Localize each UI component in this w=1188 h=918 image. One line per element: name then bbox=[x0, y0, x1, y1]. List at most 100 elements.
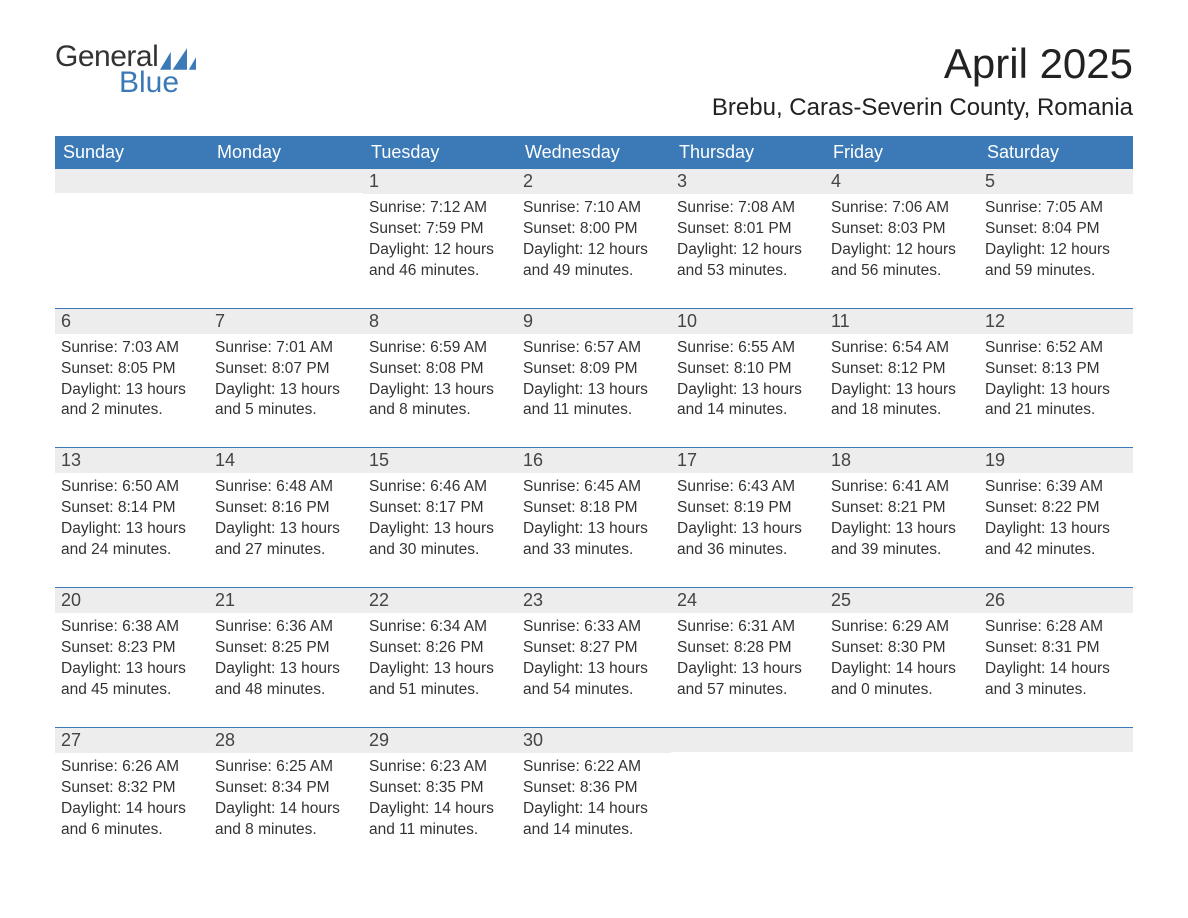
day-cell: 2Sunrise: 7:10 AMSunset: 8:00 PMDaylight… bbox=[517, 169, 671, 292]
day-body bbox=[979, 752, 1133, 844]
day-cell: 12Sunrise: 6:52 AMSunset: 8:13 PMDayligh… bbox=[979, 309, 1133, 432]
daylight-line: Daylight: 13 hours and 45 minutes. bbox=[61, 659, 203, 701]
day-cell: 29Sunrise: 6:23 AMSunset: 8:35 PMDayligh… bbox=[363, 728, 517, 851]
logo: General Blue bbox=[55, 40, 196, 100]
sunrise-line: Sunrise: 6:50 AM bbox=[61, 477, 203, 498]
daylight-line: Daylight: 14 hours and 3 minutes. bbox=[985, 659, 1127, 701]
day-number: 2 bbox=[517, 169, 671, 194]
sunrise-line: Sunrise: 6:59 AM bbox=[369, 338, 511, 359]
sunrise-line: Sunrise: 6:28 AM bbox=[985, 617, 1127, 638]
day-body: Sunrise: 6:23 AMSunset: 8:35 PMDaylight:… bbox=[363, 753, 517, 851]
day-cell: 1Sunrise: 7:12 AMSunset: 7:59 PMDaylight… bbox=[363, 169, 517, 292]
day-body: Sunrise: 6:38 AMSunset: 8:23 PMDaylight:… bbox=[55, 613, 209, 711]
day-number: 15 bbox=[363, 448, 517, 473]
sunset-line: Sunset: 8:09 PM bbox=[523, 359, 665, 380]
day-cell: 18Sunrise: 6:41 AMSunset: 8:21 PMDayligh… bbox=[825, 448, 979, 571]
day-of-week-header: Sunday Monday Tuesday Wednesday Thursday… bbox=[55, 136, 1133, 169]
day-body: Sunrise: 7:08 AMSunset: 8:01 PMDaylight:… bbox=[671, 194, 825, 292]
day-number bbox=[55, 169, 209, 193]
day-number: 4 bbox=[825, 169, 979, 194]
day-number: 23 bbox=[517, 588, 671, 613]
sunrise-line: Sunrise: 7:05 AM bbox=[985, 198, 1127, 219]
sunset-line: Sunset: 8:36 PM bbox=[523, 778, 665, 799]
day-number: 25 bbox=[825, 588, 979, 613]
day-body: Sunrise: 7:05 AMSunset: 8:04 PMDaylight:… bbox=[979, 194, 1133, 292]
dow-saturday: Saturday bbox=[979, 136, 1133, 169]
daylight-line: Daylight: 14 hours and 14 minutes. bbox=[523, 799, 665, 841]
sunset-line: Sunset: 8:28 PM bbox=[677, 638, 819, 659]
daylight-line: Daylight: 13 hours and 21 minutes. bbox=[985, 380, 1127, 422]
sunrise-line: Sunrise: 6:41 AM bbox=[831, 477, 973, 498]
day-cell: 19Sunrise: 6:39 AMSunset: 8:22 PMDayligh… bbox=[979, 448, 1133, 571]
day-body bbox=[209, 193, 363, 285]
day-body: Sunrise: 6:57 AMSunset: 8:09 PMDaylight:… bbox=[517, 334, 671, 432]
day-cell: 15Sunrise: 6:46 AMSunset: 8:17 PMDayligh… bbox=[363, 448, 517, 571]
day-body: Sunrise: 7:12 AMSunset: 7:59 PMDaylight:… bbox=[363, 194, 517, 292]
day-number: 26 bbox=[979, 588, 1133, 613]
week-row: 13Sunrise: 6:50 AMSunset: 8:14 PMDayligh… bbox=[55, 447, 1133, 571]
week-row: 20Sunrise: 6:38 AMSunset: 8:23 PMDayligh… bbox=[55, 587, 1133, 711]
day-body: Sunrise: 7:10 AMSunset: 8:00 PMDaylight:… bbox=[517, 194, 671, 292]
sunrise-line: Sunrise: 6:52 AM bbox=[985, 338, 1127, 359]
day-number: 24 bbox=[671, 588, 825, 613]
day-number: 9 bbox=[517, 309, 671, 334]
location-subtitle: Brebu, Caras-Severin County, Romania bbox=[712, 94, 1133, 122]
dow-wednesday: Wednesday bbox=[517, 136, 671, 169]
daylight-line: Daylight: 14 hours and 0 minutes. bbox=[831, 659, 973, 701]
sail-icon bbox=[160, 48, 196, 70]
page-title: April 2025 bbox=[712, 40, 1133, 88]
day-number: 18 bbox=[825, 448, 979, 473]
sunrise-line: Sunrise: 6:31 AM bbox=[677, 617, 819, 638]
day-cell bbox=[55, 169, 209, 292]
day-cell: 25Sunrise: 6:29 AMSunset: 8:30 PMDayligh… bbox=[825, 588, 979, 711]
sunrise-line: Sunrise: 6:29 AM bbox=[831, 617, 973, 638]
sunrise-line: Sunrise: 6:45 AM bbox=[523, 477, 665, 498]
sunrise-line: Sunrise: 6:26 AM bbox=[61, 757, 203, 778]
day-number bbox=[979, 728, 1133, 752]
daylight-line: Daylight: 13 hours and 30 minutes. bbox=[369, 519, 511, 561]
sunset-line: Sunset: 8:01 PM bbox=[677, 219, 819, 240]
sunrise-line: Sunrise: 6:25 AM bbox=[215, 757, 357, 778]
day-cell: 30Sunrise: 6:22 AMSunset: 8:36 PMDayligh… bbox=[517, 728, 671, 851]
sunset-line: Sunset: 7:59 PM bbox=[369, 219, 511, 240]
day-body: Sunrise: 6:31 AMSunset: 8:28 PMDaylight:… bbox=[671, 613, 825, 711]
day-cell: 6Sunrise: 7:03 AMSunset: 8:05 PMDaylight… bbox=[55, 309, 209, 432]
daylight-line: Daylight: 13 hours and 27 minutes. bbox=[215, 519, 357, 561]
day-number: 5 bbox=[979, 169, 1133, 194]
day-number: 16 bbox=[517, 448, 671, 473]
day-body bbox=[55, 193, 209, 285]
sunrise-line: Sunrise: 7:06 AM bbox=[831, 198, 973, 219]
day-body: Sunrise: 6:55 AMSunset: 8:10 PMDaylight:… bbox=[671, 334, 825, 432]
day-body: Sunrise: 6:29 AMSunset: 8:30 PMDaylight:… bbox=[825, 613, 979, 711]
sunrise-line: Sunrise: 6:22 AM bbox=[523, 757, 665, 778]
dow-thursday: Thursday bbox=[671, 136, 825, 169]
daylight-line: Daylight: 13 hours and 57 minutes. bbox=[677, 659, 819, 701]
daylight-line: Daylight: 13 hours and 8 minutes. bbox=[369, 380, 511, 422]
sunset-line: Sunset: 8:05 PM bbox=[61, 359, 203, 380]
sunrise-line: Sunrise: 6:39 AM bbox=[985, 477, 1127, 498]
day-number: 11 bbox=[825, 309, 979, 334]
daylight-line: Daylight: 13 hours and 18 minutes. bbox=[831, 380, 973, 422]
day-number: 19 bbox=[979, 448, 1133, 473]
day-body: Sunrise: 6:52 AMSunset: 8:13 PMDaylight:… bbox=[979, 334, 1133, 432]
sunset-line: Sunset: 8:07 PM bbox=[215, 359, 357, 380]
day-number: 12 bbox=[979, 309, 1133, 334]
day-number: 7 bbox=[209, 309, 363, 334]
dow-monday: Monday bbox=[209, 136, 363, 169]
day-cell: 14Sunrise: 6:48 AMSunset: 8:16 PMDayligh… bbox=[209, 448, 363, 571]
day-cell bbox=[979, 728, 1133, 851]
sunrise-line: Sunrise: 6:57 AM bbox=[523, 338, 665, 359]
weeks-container: 1Sunrise: 7:12 AMSunset: 7:59 PMDaylight… bbox=[55, 169, 1133, 850]
day-number: 6 bbox=[55, 309, 209, 334]
sunrise-line: Sunrise: 6:55 AM bbox=[677, 338, 819, 359]
day-body: Sunrise: 6:25 AMSunset: 8:34 PMDaylight:… bbox=[209, 753, 363, 851]
day-cell: 9Sunrise: 6:57 AMSunset: 8:09 PMDaylight… bbox=[517, 309, 671, 432]
day-number: 28 bbox=[209, 728, 363, 753]
day-number: 20 bbox=[55, 588, 209, 613]
sunrise-line: Sunrise: 7:08 AM bbox=[677, 198, 819, 219]
sunset-line: Sunset: 8:17 PM bbox=[369, 498, 511, 519]
daylight-line: Daylight: 13 hours and 42 minutes. bbox=[985, 519, 1127, 561]
day-cell: 22Sunrise: 6:34 AMSunset: 8:26 PMDayligh… bbox=[363, 588, 517, 711]
daylight-line: Daylight: 13 hours and 39 minutes. bbox=[831, 519, 973, 561]
week-row: 6Sunrise: 7:03 AMSunset: 8:05 PMDaylight… bbox=[55, 308, 1133, 432]
